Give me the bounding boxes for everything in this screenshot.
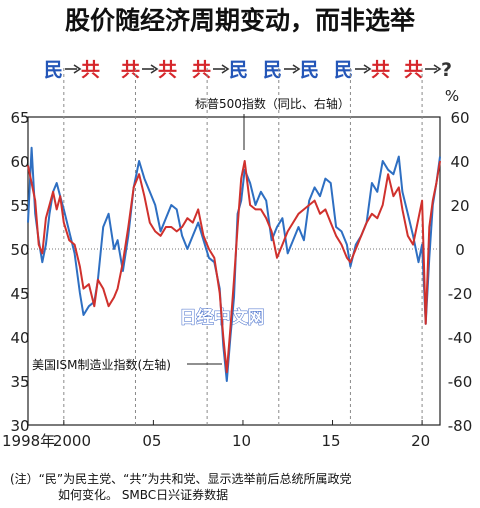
party-from-3: 民: [263, 59, 282, 81]
party-arrowhead-0: [73, 64, 82, 74]
footnote-line-1: (注）“民”为民主党、“共”为共和党、显示选举前后总统所属政党: [10, 471, 352, 486]
right-tick-5: -40: [448, 329, 473, 347]
party-arrowhead-4: [363, 64, 372, 74]
x-tick-5: 20: [411, 432, 430, 450]
x-tick-3: 10: [232, 432, 251, 450]
plot-frame: [27, 116, 441, 426]
party-transition-4: 民共: [334, 59, 390, 81]
x-tick-4: 15: [322, 432, 341, 450]
party-transition-row: 民共共共共民民民民共共?: [44, 59, 452, 81]
chart-title: 股价随经济周期变动，而非选举: [65, 6, 416, 35]
right-axis-unit: %: [445, 87, 459, 105]
party-to-5: ?: [441, 59, 452, 81]
party-transition-3: 民民: [263, 59, 319, 81]
left-tick-4: 45: [10, 285, 29, 303]
right-tick-1: 40: [450, 153, 469, 171]
x-tick-2: 05: [142, 432, 161, 450]
series-layer: [27, 146, 441, 382]
sp500-annotation: 标普500指数（同比、右轴）: [195, 96, 350, 111]
party-transition-1: 共共: [121, 59, 177, 81]
ism-annotation: 美国ISM制造业指数(左轴): [32, 357, 171, 372]
right-tick-3: 0: [455, 241, 465, 259]
party-arrowhead-2: [221, 64, 230, 74]
party-to-2: 民: [229, 59, 248, 81]
party-to-3: 民: [300, 59, 319, 81]
party-from-4: 民: [334, 59, 353, 81]
party-from-1: 共: [121, 59, 140, 81]
party-to-0: 共: [81, 59, 100, 81]
left-tick-5: 40: [10, 329, 29, 347]
party-transition-5: 共?: [404, 59, 452, 81]
party-from-5: 共: [404, 59, 423, 81]
x-tick-1: 2000: [53, 432, 91, 450]
ism-series-line: [27, 146, 441, 382]
footnote-line-2: 如何变化。 SMBC日兴证券数据: [58, 487, 228, 502]
party-to-4: 共: [371, 59, 390, 81]
left-tick-2: 55: [10, 197, 29, 215]
left-tick-6: 35: [10, 373, 29, 391]
party-transition-0: 民共: [44, 59, 100, 81]
party-from-0: 民: [44, 59, 63, 81]
right-axis-ticks: 60 40 20 0 -20 -40 -60 -80: [448, 109, 473, 435]
right-tick-4: -20: [448, 285, 473, 303]
party-from-2: 共: [192, 59, 211, 81]
sp500-series-line: [27, 160, 441, 374]
right-tick-7: -80: [448, 417, 473, 435]
right-tick-0: 60: [450, 109, 469, 127]
left-tick-3: 50: [10, 241, 29, 259]
left-tick-0: 65: [10, 109, 29, 127]
party-arrowhead-3: [292, 64, 301, 74]
party-transition-2: 共民: [192, 59, 248, 81]
right-tick-6: -60: [448, 373, 473, 391]
party-to-1: 共: [158, 59, 177, 81]
left-tick-7: 30: [10, 417, 29, 435]
x-tick-0: 1998年: [2, 432, 55, 450]
right-tick-2: 20: [450, 197, 469, 215]
left-axis-ticks: 65 60 55 50 45 40 35 30: [10, 109, 29, 435]
party-arrowhead-5: [433, 64, 442, 74]
party-arrowhead-1: [150, 64, 159, 74]
left-tick-1: 60: [10, 153, 29, 171]
